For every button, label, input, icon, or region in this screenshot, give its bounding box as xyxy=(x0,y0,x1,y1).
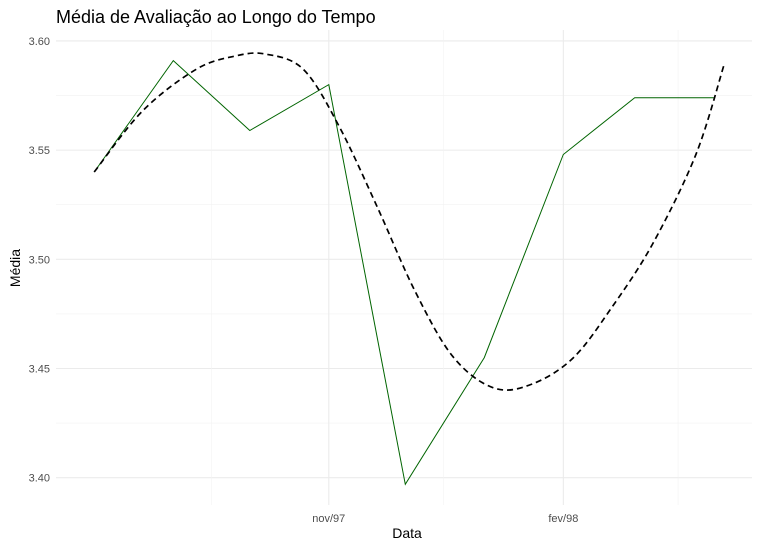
x-tick-label: nov/97 xyxy=(312,513,345,525)
x-axis-title: Data xyxy=(392,525,422,541)
y-tick-label: 3.45 xyxy=(29,364,50,376)
y-tick-label: 3.60 xyxy=(29,36,50,48)
series-layer xyxy=(93,52,725,486)
y-axis-title: Média xyxy=(7,249,23,287)
grid xyxy=(56,30,752,505)
y-tick-label: 3.40 xyxy=(29,473,50,485)
y-tick-label: 3.55 xyxy=(29,145,50,157)
series-line xyxy=(93,59,714,486)
x-tick-label: fev/98 xyxy=(548,513,578,525)
tick-labels: 3.40 3.45 3.50 3.55 3.60 nov/97 fev/98 xyxy=(29,36,579,525)
chart-title: Média de Avaliação ao Longo do Tempo xyxy=(56,7,376,27)
trend-line xyxy=(93,52,725,391)
y-tick-label: 3.50 xyxy=(29,254,50,266)
